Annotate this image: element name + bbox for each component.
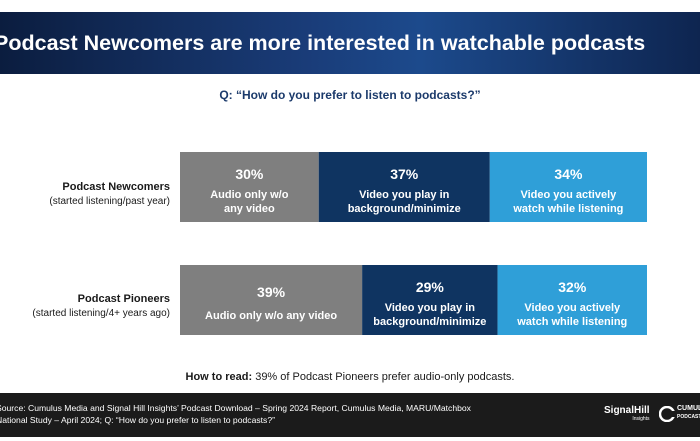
- source-note: Source: Cumulus Media and Signal Hill In…: [0, 402, 596, 426]
- row-label-main: Podcast Newcomers: [62, 181, 170, 193]
- question-text: Q: “How do you prefer to listen to podca…: [219, 88, 481, 102]
- data-label-audio: 30%: [235, 166, 264, 182]
- segment-caption-background: background/minimize: [373, 316, 486, 328]
- source-line-1: Source: Cumulus Media and Signal Hill In…: [0, 403, 471, 413]
- segment-caption-actively: Video you actively: [520, 189, 617, 201]
- title-banner: Podcast Newcomers are more interested in…: [0, 12, 700, 74]
- segment-caption-audio: any video: [224, 203, 275, 215]
- cumulus-logo-icon: [659, 406, 675, 422]
- cumulus-logo-text: CUMULUS: [677, 405, 700, 412]
- source-line-2: National Study – April 2024; Q: “How do …: [0, 415, 275, 425]
- cumulus-logo-sub: PODCAST: [677, 414, 700, 420]
- signalhill-logo-text: SignalHill: [604, 405, 650, 416]
- segment-caption-audio: Audio only w/o any video: [205, 310, 337, 322]
- bar-segment-actively: [489, 152, 647, 222]
- row-label-sub: (started listening/past year): [49, 196, 170, 207]
- data-label-background: 37%: [390, 166, 419, 182]
- page-title: Podcast Newcomers are more interested in…: [0, 31, 646, 55]
- how-to-read-text: 39% of Podcast Pioneers prefer audio-onl…: [252, 371, 515, 383]
- bar-segment-audio: [180, 265, 363, 335]
- row-label-sub: (started listening/4+ years ago): [32, 308, 170, 319]
- cumulus-logo: CUMULUS PODCAST: [677, 405, 700, 421]
- segment-caption-actively: watch while listening: [516, 316, 627, 328]
- how-to-read: How to read: 39% of Podcast Pioneers pre…: [0, 371, 700, 383]
- segment-caption-background: Video you play in: [385, 302, 476, 314]
- bar-segment-audio: [180, 152, 319, 222]
- bar-segment-background: [362, 265, 498, 335]
- segment-caption-audio: Audio only w/o: [210, 189, 288, 201]
- data-label-actively: 34%: [554, 166, 583, 182]
- row-label-pioneers: Podcast Pioneers (started listening/4+ y…: [0, 293, 170, 319]
- segment-caption-actively: Video you actively: [524, 302, 621, 314]
- segment-caption-background: background/minimize: [348, 203, 461, 215]
- data-label-audio: 39%: [257, 284, 286, 300]
- data-label-actively: 32%: [558, 279, 587, 295]
- row-label-newcomers: Podcast Newcomers (started listening/pas…: [0, 181, 170, 207]
- data-label-background: 29%: [416, 279, 445, 295]
- signalhill-logo: SignalHill Insights: [604, 405, 650, 422]
- bar-segment-actively: [497, 265, 647, 335]
- row-label-main: Podcast Pioneers: [77, 293, 170, 305]
- signalhill-logo-sub: Insights: [632, 416, 650, 422]
- footer: Source: Cumulus Media and Signal Hill In…: [0, 393, 700, 437]
- segment-caption-actively: watch while listening: [512, 203, 623, 215]
- how-to-read-lead: How to read:: [185, 371, 253, 383]
- bar-segment-background: [318, 152, 490, 222]
- segment-caption-background: Video you play in: [359, 189, 450, 201]
